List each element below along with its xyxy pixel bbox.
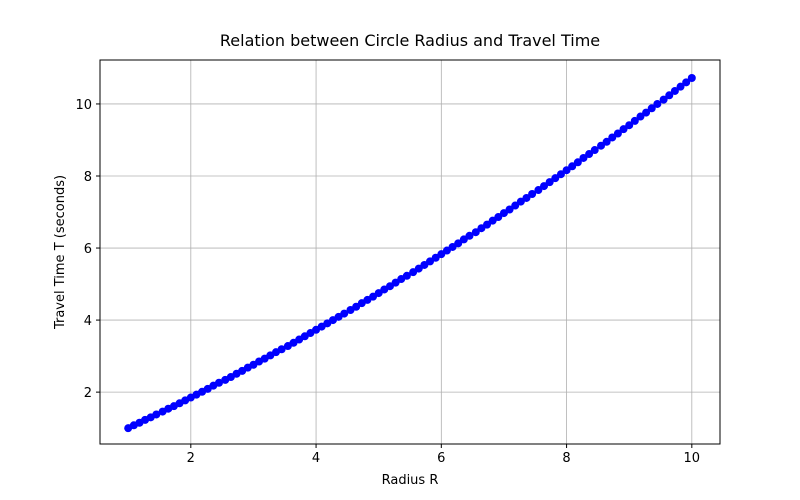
chart-title: Relation between Circle Radius and Trave…	[220, 31, 600, 50]
data-point	[505, 205, 514, 214]
data-point	[483, 220, 492, 229]
data-point	[647, 104, 656, 113]
data-point	[471, 228, 480, 237]
data-point	[665, 91, 674, 100]
data-point	[613, 129, 622, 138]
y-tick-label: 4	[84, 314, 92, 329]
x-tick-label: 8	[562, 451, 570, 466]
x-tick-label: 2	[187, 451, 195, 466]
data-point	[214, 378, 223, 387]
data-point	[642, 108, 651, 117]
data-point	[602, 137, 611, 146]
x-axis-label: Radius R	[382, 473, 439, 488]
data-point	[670, 86, 679, 95]
data-point	[585, 150, 594, 159]
data-point	[522, 193, 531, 202]
data-point	[402, 271, 411, 280]
data-point	[534, 186, 543, 195]
x-tick-label: 4	[312, 451, 320, 466]
plot-frame	[99, 59, 721, 445]
data-point	[573, 158, 582, 167]
data-point	[540, 182, 549, 191]
data-point	[494, 213, 503, 222]
data-point	[545, 178, 554, 187]
x-tick-label: 10	[684, 451, 701, 466]
data-point	[597, 141, 606, 150]
data-point	[556, 170, 565, 179]
data-point	[340, 309, 349, 318]
data-point	[454, 239, 463, 248]
data-point	[551, 174, 560, 183]
data-point	[636, 112, 645, 121]
data-point	[277, 345, 286, 354]
data-point	[465, 231, 474, 240]
data-point	[676, 82, 685, 91]
data-point	[568, 162, 577, 171]
data-line	[127, 77, 693, 429]
y-tick-label: 8	[84, 170, 92, 185]
data-point	[619, 125, 628, 134]
y-tick-label: 10	[75, 98, 92, 113]
data-point	[590, 146, 599, 155]
data-point	[579, 153, 588, 162]
data-point	[608, 133, 617, 142]
data-point	[625, 121, 634, 130]
data-point	[562, 166, 571, 175]
y-tick-label: 6	[84, 242, 92, 257]
y-axis-label: Travel Time T (seconds)	[53, 175, 68, 330]
data-point	[659, 95, 668, 104]
y-tick-label: 2	[84, 386, 92, 401]
data-point	[152, 410, 161, 419]
data-point	[682, 78, 691, 87]
data-point	[511, 201, 520, 210]
data-point	[687, 74, 696, 83]
data-point	[653, 99, 662, 108]
data-point	[630, 116, 639, 125]
x-tick-label: 6	[437, 451, 445, 466]
data-point	[528, 190, 537, 199]
